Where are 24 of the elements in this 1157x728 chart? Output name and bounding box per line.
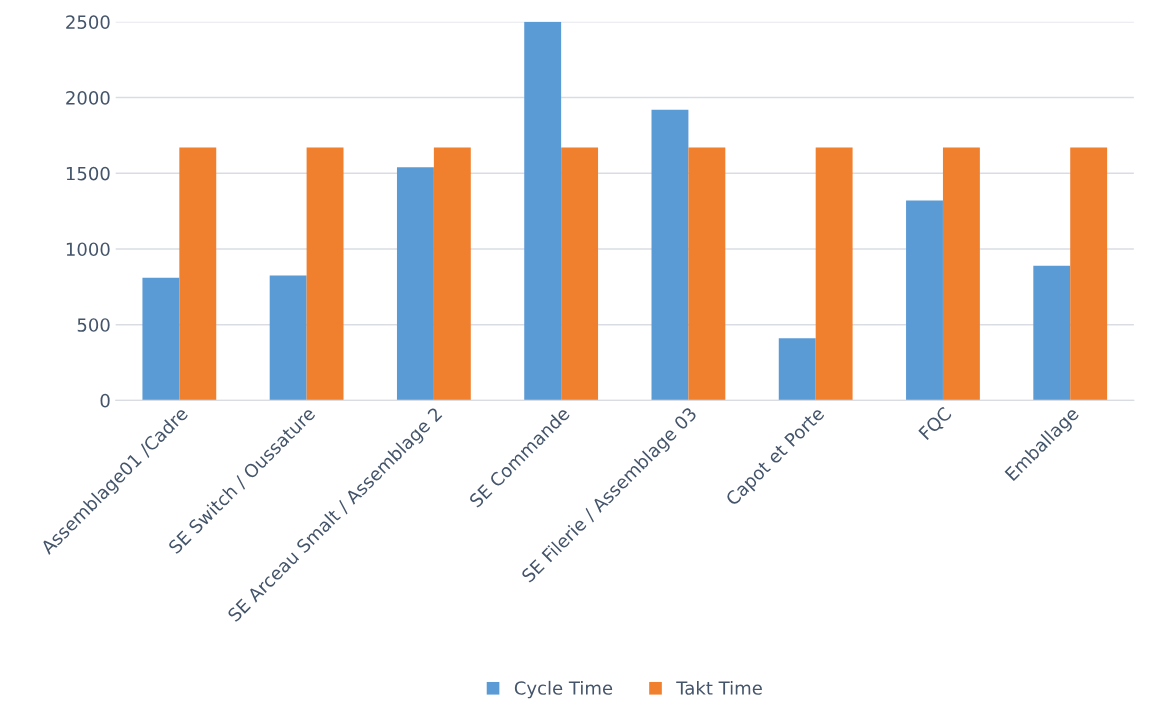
- bar: [778, 338, 816, 401]
- bar: [942, 147, 980, 401]
- legend-label: Takt Time: [676, 680, 762, 695]
- y-tick-label: 2500: [66, 15, 110, 29]
- bar: [142, 277, 180, 401]
- y-tick-label: 1000: [66, 242, 110, 257]
- legend-label: Cycle Time: [514, 680, 613, 699]
- bar: [561, 147, 599, 401]
- bar: [906, 200, 943, 401]
- y-tick-label: 500: [77, 318, 110, 332]
- bar: [524, 21, 562, 401]
- bar: [1070, 147, 1108, 401]
- y-tick-label: 1500: [66, 166, 110, 181]
- bar: [306, 147, 344, 401]
- bar: [1033, 265, 1071, 401]
- bar: [688, 147, 726, 401]
- bar: [815, 147, 853, 401]
- bar: [269, 275, 307, 401]
- bar: [179, 147, 217, 401]
- bar: [433, 147, 471, 401]
- y-tick-label: 0: [100, 393, 110, 408]
- bar: [651, 109, 689, 401]
- y-tick-label: 2000: [66, 91, 110, 105]
- bar: [396, 167, 434, 401]
